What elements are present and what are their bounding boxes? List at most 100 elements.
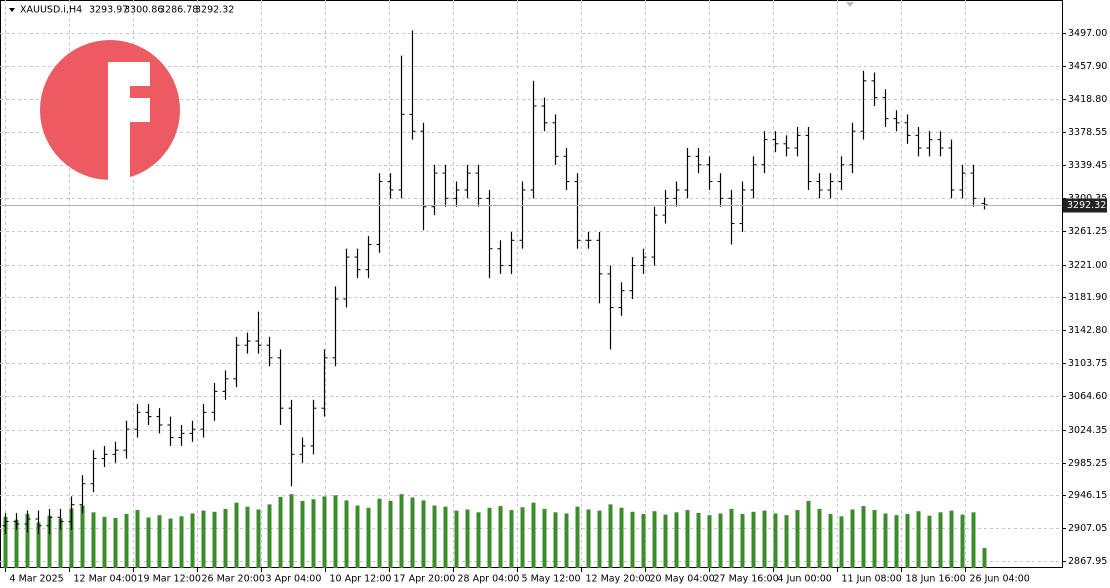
volume-bar xyxy=(674,512,679,568)
x-tick-label: 12 May 20:00 xyxy=(586,574,651,585)
volume-bar xyxy=(69,508,74,568)
volume-bar xyxy=(256,509,261,568)
volume-bar xyxy=(784,515,789,568)
volume-bar xyxy=(344,500,349,568)
y-tick-label: 3103.75 xyxy=(1068,358,1107,369)
volume-bar xyxy=(179,516,184,568)
volume-bar xyxy=(333,495,338,568)
volume-bar xyxy=(300,500,305,568)
volume-bar xyxy=(223,508,228,568)
volume-bar xyxy=(894,515,899,568)
x-tick-label: 27 May 16:00 xyxy=(714,574,779,585)
volume-bar xyxy=(971,512,976,568)
volume-bar xyxy=(311,499,316,568)
volume-bar xyxy=(509,510,514,568)
volume-bar xyxy=(102,516,107,568)
y-tick-label: 3181.90 xyxy=(1068,292,1107,303)
volume-bar xyxy=(652,511,657,568)
volume-bar xyxy=(410,497,415,568)
x-tick-label: 18 Jun 16:00 xyxy=(906,574,966,585)
volume-bar xyxy=(575,506,580,568)
header-arrow xyxy=(9,8,15,12)
volume-bar xyxy=(113,518,118,568)
volume-bar xyxy=(553,512,558,568)
volume-bar xyxy=(564,513,569,568)
volume-bar xyxy=(14,519,19,568)
x-tick-label: 4 Mar 2025 xyxy=(10,574,64,585)
x-tick-label: 20 May 04:00 xyxy=(650,574,715,585)
volume-bar xyxy=(839,516,844,568)
y-tick-label: 3261.25 xyxy=(1068,226,1107,237)
volume-bar xyxy=(619,507,624,568)
scroll-marker xyxy=(846,2,854,7)
price-label: 3292.32 xyxy=(1067,200,1106,211)
volume-bar xyxy=(927,515,932,568)
volume-bar xyxy=(729,508,734,568)
volume-bar xyxy=(135,510,140,568)
x-tick-label: 10 Apr 12:00 xyxy=(330,574,392,585)
volume-bar xyxy=(3,516,8,568)
y-tick-label: 3339.45 xyxy=(1068,160,1107,171)
y-tick-label: 2946.15 xyxy=(1068,490,1107,501)
volume-bar xyxy=(58,518,63,568)
volume-bar xyxy=(806,500,811,568)
volume-bar xyxy=(773,513,778,568)
volume-bar xyxy=(36,522,41,568)
volume-bar xyxy=(520,507,525,568)
y-tick-label: 3497.00 xyxy=(1068,28,1107,39)
volume-bar xyxy=(982,548,987,568)
volume-bar xyxy=(663,514,668,568)
volume-bar xyxy=(245,506,250,568)
volume-bar xyxy=(454,510,459,568)
volume-bar xyxy=(685,510,690,568)
volume-bar xyxy=(421,500,426,568)
volume-bar xyxy=(487,507,492,568)
y-tick-label: 3064.60 xyxy=(1068,391,1107,402)
header-high: 3300.86 xyxy=(124,5,163,16)
volume-bar xyxy=(696,512,701,568)
volume-bar xyxy=(762,510,767,568)
y-tick-label: 2907.05 xyxy=(1068,523,1107,534)
volume-bar xyxy=(883,513,888,568)
volume-bar xyxy=(289,494,294,568)
volume-bar xyxy=(861,506,866,568)
volume-bar xyxy=(960,514,965,568)
volume-bar xyxy=(267,504,272,568)
logo xyxy=(40,40,180,180)
header-open: 3293.97 xyxy=(89,5,128,16)
volume-bar xyxy=(817,508,822,568)
x-tick-label: 26 Jun 04:00 xyxy=(970,574,1030,585)
symbol: XAUUSD.i,H4 xyxy=(20,5,82,16)
volume-bar xyxy=(718,513,723,568)
volume-bar xyxy=(157,515,162,568)
y-tick-label: 3024.35 xyxy=(1068,425,1107,436)
volume-bar xyxy=(476,512,481,568)
volume-bar xyxy=(542,508,547,568)
volume-bar xyxy=(916,511,921,568)
volume-bar xyxy=(355,505,360,568)
volume-bar xyxy=(938,512,943,568)
volume-bar xyxy=(630,511,635,568)
y-tick-label: 3418.80 xyxy=(1068,94,1107,105)
volume-bar xyxy=(278,497,283,568)
x-tick-label: 12 Mar 04:00 xyxy=(74,574,137,585)
x-tick-label: 28 Apr 04:00 xyxy=(458,574,520,585)
volume-bar xyxy=(586,509,591,568)
x-tick-label: 17 Apr 20:00 xyxy=(394,574,456,585)
volume-bar xyxy=(168,518,173,568)
volume-bar xyxy=(234,502,239,568)
volume-bar xyxy=(322,496,327,568)
volume-bar xyxy=(707,515,712,568)
x-tick-label: 11 Jun 08:00 xyxy=(842,574,902,585)
volume-bar xyxy=(399,494,404,568)
volume-bar xyxy=(146,517,151,568)
volume-bar xyxy=(388,500,393,568)
volume-bar xyxy=(795,510,800,568)
header-low: 3286.78 xyxy=(159,5,198,16)
y-tick-label: 2985.25 xyxy=(1068,458,1107,469)
x-tick-label: 19 Mar 12:00 xyxy=(138,574,201,585)
volume-bar xyxy=(377,498,382,568)
volume-bar xyxy=(91,512,96,568)
volume-bar xyxy=(25,514,30,568)
